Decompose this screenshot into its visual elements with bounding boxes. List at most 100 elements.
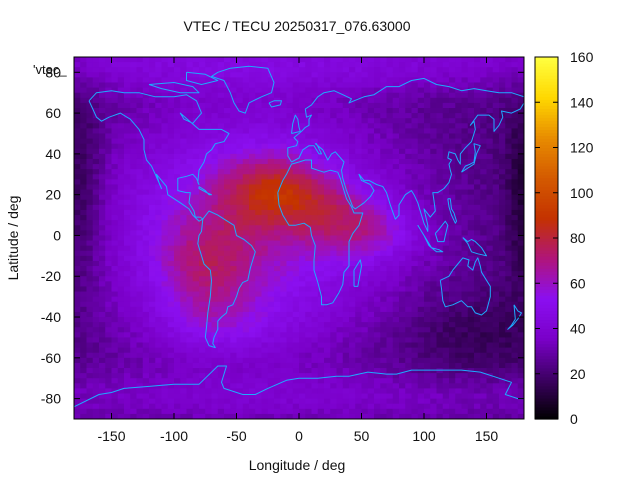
heatmap-cell	[86, 128, 94, 135]
heatmap-cell	[217, 266, 225, 272]
heatmap-cell	[267, 317, 275, 323]
heatmap-cell	[92, 398, 100, 405]
heatmap-cell	[99, 184, 106, 191]
heatmap-cell	[286, 128, 294, 135]
heatmap-cell	[255, 413, 263, 419]
heatmap-cell	[380, 306, 388, 313]
heatmap-cell	[330, 133, 338, 140]
heatmap-cell	[386, 57, 394, 63]
heatmap-cell	[317, 174, 325, 180]
heatmap-cell	[342, 398, 350, 405]
heatmap-cell	[361, 413, 369, 419]
heatmap-cell	[417, 286, 425, 293]
heatmap-cell	[442, 67, 450, 73]
heatmap-cell	[405, 230, 413, 237]
heatmap-cell	[424, 235, 431, 242]
heatmap-cell	[280, 133, 288, 140]
heatmap-cell	[230, 138, 238, 145]
heatmap-cell	[417, 230, 425, 237]
heatmap-cell	[455, 174, 463, 180]
heatmap-cell	[80, 378, 88, 384]
heatmap-cell	[236, 148, 244, 155]
heatmap-cell	[405, 174, 413, 180]
heatmap-cell	[436, 148, 444, 155]
heatmap-cell	[249, 169, 256, 175]
heatmap-cell	[117, 153, 125, 160]
heatmap-cell	[161, 388, 169, 395]
heatmap-cell	[80, 194, 88, 201]
heatmap-cell	[349, 57, 356, 63]
heatmap-cell	[255, 215, 263, 221]
heatmap-cell	[142, 230, 150, 237]
heatmap-cell	[417, 215, 425, 221]
heatmap-cell	[86, 408, 94, 415]
heatmap-cell	[492, 235, 500, 242]
heatmap-cell	[105, 123, 113, 129]
heatmap-cell	[455, 62, 463, 68]
heatmap-cell	[249, 311, 256, 318]
heatmap-cell	[399, 368, 406, 374]
heatmap-cell	[92, 158, 100, 165]
heatmap-cell	[342, 235, 350, 242]
heatmap-cell	[230, 383, 238, 390]
heatmap-cell	[249, 194, 256, 201]
heatmap-cell	[224, 209, 231, 216]
heatmap-cell	[192, 255, 200, 262]
heatmap-cell	[399, 148, 406, 155]
heatmap-cell	[136, 179, 144, 186]
heatmap-cell	[392, 373, 400, 379]
heatmap-cell	[474, 383, 481, 390]
heatmap-cell	[461, 408, 469, 415]
heatmap-cell	[299, 357, 306, 364]
heatmap-cell	[280, 413, 288, 419]
heatmap-cell	[180, 327, 188, 333]
heatmap-cell	[124, 393, 131, 400]
heatmap-cell	[274, 281, 281, 288]
heatmap-cell	[230, 301, 238, 308]
heatmap-cell	[199, 260, 206, 267]
heatmap-cell	[211, 143, 219, 150]
heatmap-cell	[111, 276, 119, 282]
heatmap-cell	[149, 123, 156, 129]
heatmap-cell	[436, 373, 444, 379]
heatmap-cell	[186, 362, 194, 369]
heatmap-cell	[486, 383, 494, 390]
heatmap-cell	[436, 169, 444, 175]
heatmap-cell	[405, 311, 413, 318]
heatmap-cell	[330, 352, 338, 359]
heatmap-cell	[355, 378, 363, 384]
heatmap-cell	[492, 352, 500, 359]
heatmap-cell	[342, 260, 350, 267]
heatmap-cell	[499, 373, 506, 379]
heatmap-cell	[261, 286, 269, 293]
heatmap-cell	[274, 271, 281, 277]
heatmap-cell	[405, 245, 413, 252]
heatmap-cell	[492, 403, 500, 410]
heatmap-cell	[417, 62, 425, 68]
heatmap-cell	[242, 72, 250, 78]
heatmap-cell	[436, 255, 444, 262]
heatmap-cell	[449, 311, 456, 318]
heatmap-cell	[505, 62, 513, 68]
heatmap-cell	[255, 72, 263, 78]
heatmap-cell	[142, 408, 150, 415]
heatmap-cell	[192, 92, 200, 99]
heatmap-cell	[142, 337, 150, 344]
heatmap-cell	[317, 148, 325, 155]
heatmap-cell	[80, 271, 88, 277]
heatmap-cell	[74, 368, 81, 374]
heatmap-cell	[486, 393, 494, 400]
heatmap-cell	[317, 373, 325, 379]
heatmap-cell	[292, 57, 300, 63]
heatmap-cell	[217, 82, 225, 89]
heatmap-cell	[155, 240, 163, 247]
heatmap-cell	[261, 133, 269, 140]
heatmap-cell	[249, 291, 256, 298]
heatmap-cell	[480, 62, 488, 68]
heatmap-cell	[492, 317, 500, 323]
heatmap-cell	[155, 220, 163, 226]
heatmap-cell	[305, 199, 313, 206]
heatmap-cell	[417, 184, 425, 191]
heatmap-cell	[136, 378, 144, 384]
heatmap-cell	[186, 158, 194, 165]
